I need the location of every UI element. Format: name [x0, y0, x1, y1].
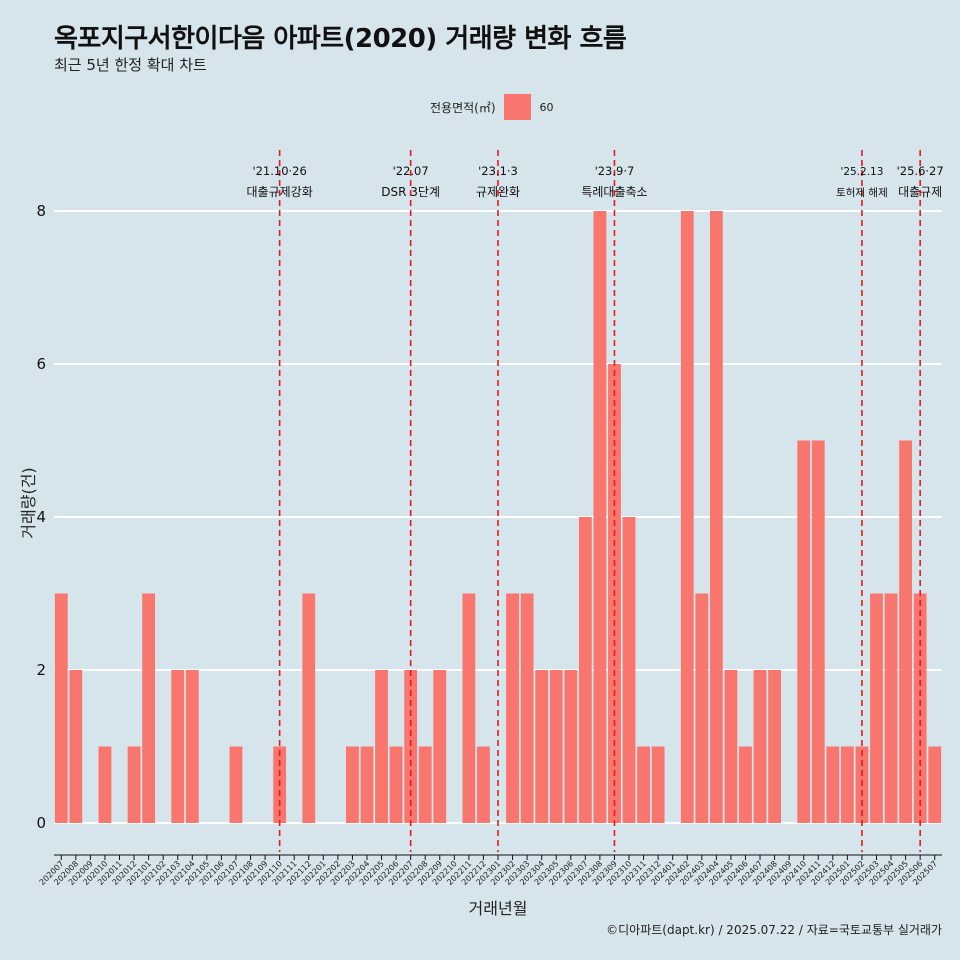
- bar: [695, 593, 709, 823]
- bar: [69, 670, 83, 823]
- chart-subtitle: 최근 5년 한정 확대 차트: [54, 56, 207, 74]
- bar: [578, 517, 592, 823]
- legend-label: 60: [539, 100, 554, 114]
- bar: [404, 670, 418, 823]
- bar: [229, 746, 243, 823]
- chart-title: 옥포지구서한이다음 아파트(2020) 거래량 변화 흐름: [54, 24, 627, 54]
- event-label: 대출규제: [898, 185, 942, 199]
- event-label: DSR 3단계: [381, 185, 440, 199]
- bar: [54, 593, 68, 823]
- bar: [375, 670, 388, 823]
- bar: [477, 746, 490, 823]
- bar: [768, 670, 781, 823]
- bar: [360, 746, 374, 823]
- y-tick-label: 4: [36, 508, 46, 526]
- bar: [98, 746, 112, 823]
- bar: [142, 593, 156, 823]
- y-tick-label: 6: [36, 355, 46, 373]
- bar: [739, 746, 752, 823]
- event-date-label: '21.10·26: [252, 164, 306, 178]
- bar: [753, 670, 767, 823]
- bar: [622, 517, 636, 823]
- bar: [418, 746, 432, 823]
- bar: [346, 746, 359, 823]
- bar: [913, 593, 927, 823]
- event-label: 토허제 해제: [836, 186, 888, 199]
- x-axis-title: 거래년월: [469, 899, 528, 918]
- event-date-label: '22.07: [393, 164, 429, 178]
- bar: [651, 746, 665, 823]
- bar: [302, 593, 316, 823]
- event-date-label: '23.1·3: [478, 164, 518, 178]
- bar: [797, 440, 811, 823]
- bar: [433, 670, 447, 823]
- event-label: 규제완화: [476, 185, 520, 199]
- bar: [884, 593, 898, 823]
- bar: [709, 211, 723, 823]
- source-caption: ©디아파트(dapt.kr) / 2025.07.22 / 자료=국토교통부 실…: [606, 923, 942, 937]
- bar: [535, 670, 549, 823]
- bar: [593, 211, 607, 823]
- bar: [389, 746, 403, 823]
- bar: [127, 746, 141, 823]
- event-date-label: '23.9·7: [595, 164, 635, 178]
- bar: [870, 593, 883, 823]
- event-date-label: '25.6·27: [897, 164, 944, 178]
- bar: [811, 440, 825, 823]
- bar: [637, 746, 650, 823]
- bar: [185, 670, 199, 823]
- bar: [899, 440, 913, 823]
- y-tick-label: 0: [36, 814, 46, 832]
- y-tick-label: 8: [36, 202, 46, 220]
- bar: [724, 670, 738, 823]
- legend-swatch: [503, 94, 531, 120]
- event-label: 특례대출축소: [581, 185, 647, 199]
- bar: [549, 670, 563, 823]
- bar: [564, 670, 578, 823]
- legend-title: 전용면적(㎡): [430, 100, 496, 115]
- bar: [840, 746, 854, 823]
- bar: [826, 746, 840, 823]
- bar: [680, 211, 694, 823]
- y-tick-label: 2: [36, 661, 46, 679]
- event-date-label: '25.2.13: [840, 166, 883, 178]
- bar: [928, 746, 942, 823]
- bar: [506, 593, 519, 823]
- bar: [462, 593, 476, 823]
- y-axis-title: 거래량(건): [19, 467, 38, 538]
- event-label: 대출규제강화: [247, 185, 313, 199]
- bar: [520, 593, 534, 823]
- legend: 전용면적(㎡) 60: [430, 94, 554, 120]
- bar: [171, 670, 185, 823]
